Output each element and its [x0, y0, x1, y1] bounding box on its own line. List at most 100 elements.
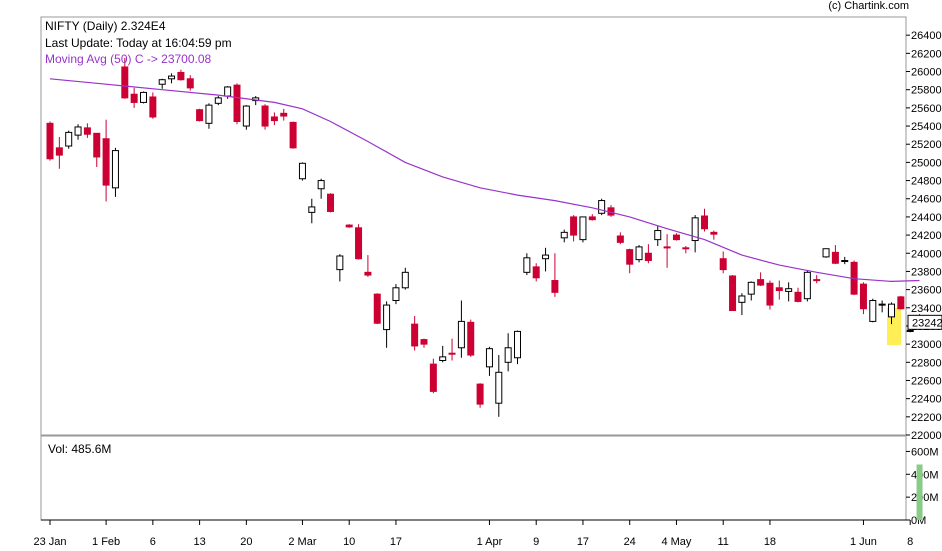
- price-tick-label: 22800: [911, 357, 942, 369]
- candle-body: [233, 84, 241, 122]
- candle: [392, 284, 400, 305]
- candle-body: [738, 295, 746, 303]
- candle-body: [298, 162, 306, 180]
- date-tick-label: 23 Jan: [33, 536, 66, 548]
- date-tick-label: 18: [764, 536, 776, 548]
- candle-body: [719, 258, 727, 271]
- candle: [588, 214, 596, 221]
- candle-body: [289, 121, 297, 149]
- candle: [691, 215, 699, 253]
- candle: [345, 224, 353, 228]
- candle-body: [701, 215, 708, 230]
- candle: [289, 121, 297, 149]
- candle: [308, 198, 316, 224]
- date-axis: 23 Jan 1 Feb 6 13 20 2 Mar 10 17 1 Apr 9 17 24 4 May…: [33, 519, 913, 548]
- candle-body: [280, 112, 288, 117]
- candle-body: [46, 122, 54, 160]
- candle-body: [55, 147, 63, 156]
- candle-body: [485, 348, 493, 368]
- candle-body: [710, 231, 718, 235]
- candle-body: [672, 234, 680, 241]
- chartink-credit: (c) Chartink.com: [828, 0, 909, 12]
- price-tick-label: 25000: [911, 157, 942, 169]
- candle: [626, 248, 634, 274]
- candle: [373, 293, 381, 325]
- candle-body: [364, 271, 372, 276]
- candle: [93, 132, 101, 167]
- candle-body: [355, 227, 363, 260]
- candle: [355, 224, 363, 260]
- candle: [298, 162, 306, 181]
- candle: [364, 255, 372, 277]
- candle: [177, 69, 185, 81]
- candle: [682, 245, 690, 254]
- volume-panel-frame: [40, 435, 907, 521]
- candle-body: [317, 180, 325, 190]
- price-tick-label: 22600: [911, 375, 942, 387]
- candle: [729, 275, 737, 312]
- candle-body: [626, 249, 634, 265]
- candle: [747, 281, 755, 301]
- candle-body: [74, 126, 82, 136]
- candle: [766, 280, 774, 310]
- candle: [158, 78, 166, 89]
- candle: [878, 300, 886, 313]
- candle: [83, 123, 91, 138]
- moving-average-legend: Moving Avg (50) C -> 23700.08: [45, 52, 212, 66]
- candle: [121, 57, 129, 99]
- volume-tick-label: 400M: [911, 469, 939, 481]
- candle: [831, 245, 839, 265]
- candle: [869, 298, 877, 323]
- price-tick-label: 23400: [911, 303, 942, 315]
- candle-body: [906, 330, 914, 332]
- candle-body: [775, 287, 783, 292]
- candle-body: [149, 96, 157, 118]
- candle: [822, 248, 830, 258]
- candle-body: [224, 86, 232, 97]
- date-tick-label: 17: [577, 536, 589, 548]
- price-tick-label: 24600: [911, 194, 942, 206]
- candle-body: [429, 363, 437, 392]
- candle-body: [570, 216, 578, 236]
- last-price-label: 23242: [912, 317, 942, 329]
- candle-body: [654, 230, 662, 241]
- candle-body: [822, 248, 830, 258]
- candle-body: [439, 356, 447, 361]
- candle-body: [420, 339, 428, 345]
- candle-body: [177, 71, 185, 81]
- price-tick-label: 23600: [911, 285, 942, 297]
- candle-body: [663, 246, 671, 249]
- candle-body: [383, 304, 391, 331]
- candle: [719, 251, 727, 274]
- candle: [654, 226, 662, 246]
- candle-body: [560, 231, 568, 239]
- candle-body: [130, 93, 138, 103]
- date-tick-label: 9: [533, 536, 539, 548]
- candle-body: [186, 78, 194, 89]
- price-tick-label: 26200: [911, 48, 942, 60]
- candle-body: [392, 287, 400, 302]
- volume-label: Vol: 485.6M: [48, 442, 112, 456]
- date-tick-label: 8: [907, 536, 913, 548]
- candle-body: [102, 138, 110, 186]
- date-tick-label: 10: [343, 536, 355, 548]
- candle: [205, 103, 213, 129]
- candle-body: [327, 193, 334, 212]
- candle: [644, 244, 652, 264]
- candle: [504, 333, 512, 372]
- candle: [785, 282, 793, 302]
- candle: [560, 229, 568, 243]
- candle: [775, 280, 783, 300]
- candle-body: [261, 105, 269, 127]
- moving-average-line: [49, 78, 920, 283]
- chart-title: NIFTY (Daily) 2.324E4: [45, 19, 166, 33]
- candle: [757, 272, 765, 286]
- candle: [663, 234, 671, 268]
- candle: [523, 253, 531, 276]
- candle: [168, 73, 176, 84]
- candle-body: [411, 323, 419, 347]
- candle-body: [888, 303, 895, 318]
- price-tick-label: 22400: [911, 394, 942, 406]
- candle: [813, 275, 821, 284]
- candle: [55, 136, 63, 169]
